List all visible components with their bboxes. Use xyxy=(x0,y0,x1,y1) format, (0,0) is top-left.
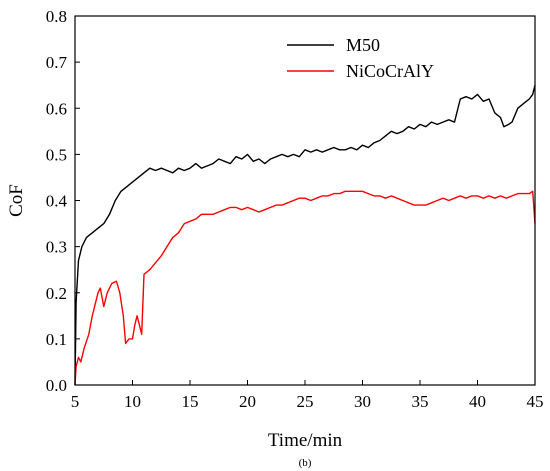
x-tick-label: 35 xyxy=(412,392,429,411)
legend-label-0: M50 xyxy=(346,35,380,55)
x-tick-label: 30 xyxy=(354,392,371,411)
x-tick-label: 40 xyxy=(469,392,486,411)
x-tick-label: 20 xyxy=(239,392,256,411)
plot-area xyxy=(74,85,536,386)
y-tick-label: 0.4 xyxy=(46,192,68,211)
y-axis-title: CoF xyxy=(6,184,27,217)
figure-caption: (b) xyxy=(299,457,312,469)
x-tick-label: 5 xyxy=(71,392,80,411)
y-tick-label: 0.0 xyxy=(46,376,67,395)
x-tick-label: 45 xyxy=(527,392,544,411)
legend-label-1: NiCoCrAlY xyxy=(346,61,434,81)
y-tick-label: 0.6 xyxy=(46,99,67,118)
y-tick-label: 0.5 xyxy=(46,145,67,164)
series-line-1 xyxy=(74,190,536,386)
legend: M50 NiCoCrAlY xyxy=(287,35,434,81)
x-axis-title: Time/min xyxy=(268,430,343,451)
y-tick-label: 0.8 xyxy=(46,7,67,26)
y-tick-label: 0.3 xyxy=(46,238,67,257)
series-line-0 xyxy=(74,85,536,386)
x-tick-label: 25 xyxy=(297,392,314,411)
y-tick-label: 0.1 xyxy=(46,330,67,349)
x-tick-label: 10 xyxy=(124,392,141,411)
y-tick-label: 0.7 xyxy=(46,53,68,72)
axis-ticks: 5 10 15 20 25 30 35 40 45 0.0 0.1 0.2 0.3 0.4 0.5 0.6 0.… xyxy=(46,7,544,411)
x-tick-label: 15 xyxy=(182,392,199,411)
y-tick-label: 0.2 xyxy=(46,284,67,303)
